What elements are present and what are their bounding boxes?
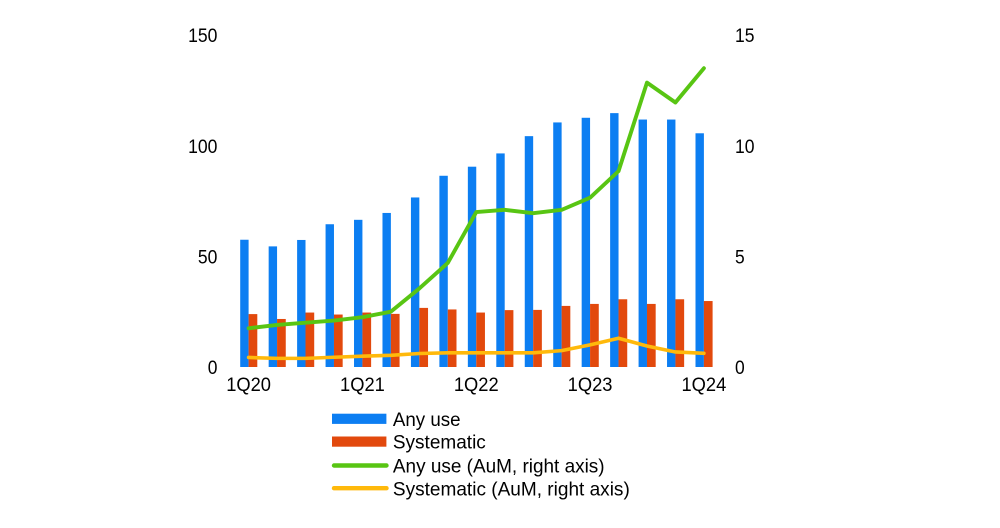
svg-text:1Q22: 1Q22 <box>454 374 499 396</box>
svg-text:1Q24: 1Q24 <box>682 374 727 396</box>
svg-text:5: 5 <box>735 246 745 268</box>
svg-text:1Q21: 1Q21 <box>340 374 385 396</box>
svg-text:Systematic: Systematic <box>393 432 486 454</box>
svg-text:0: 0 <box>735 357 745 379</box>
svg-text:15: 15 <box>735 25 755 47</box>
svg-text:1Q23: 1Q23 <box>568 374 613 396</box>
svg-text:50: 50 <box>198 246 218 268</box>
svg-text:150: 150 <box>188 25 217 47</box>
svg-text:Any use (AuM, right axis): Any use (AuM, right axis) <box>393 456 605 478</box>
svg-text:0: 0 <box>208 357 218 379</box>
svg-text:Systematic (AuM, right axis): Systematic (AuM, right axis) <box>393 478 630 500</box>
svg-text:100: 100 <box>188 136 217 158</box>
svg-text:1Q20: 1Q20 <box>226 374 271 396</box>
svg-text:10: 10 <box>735 136 755 158</box>
svg-text:Any use: Any use <box>393 409 461 431</box>
